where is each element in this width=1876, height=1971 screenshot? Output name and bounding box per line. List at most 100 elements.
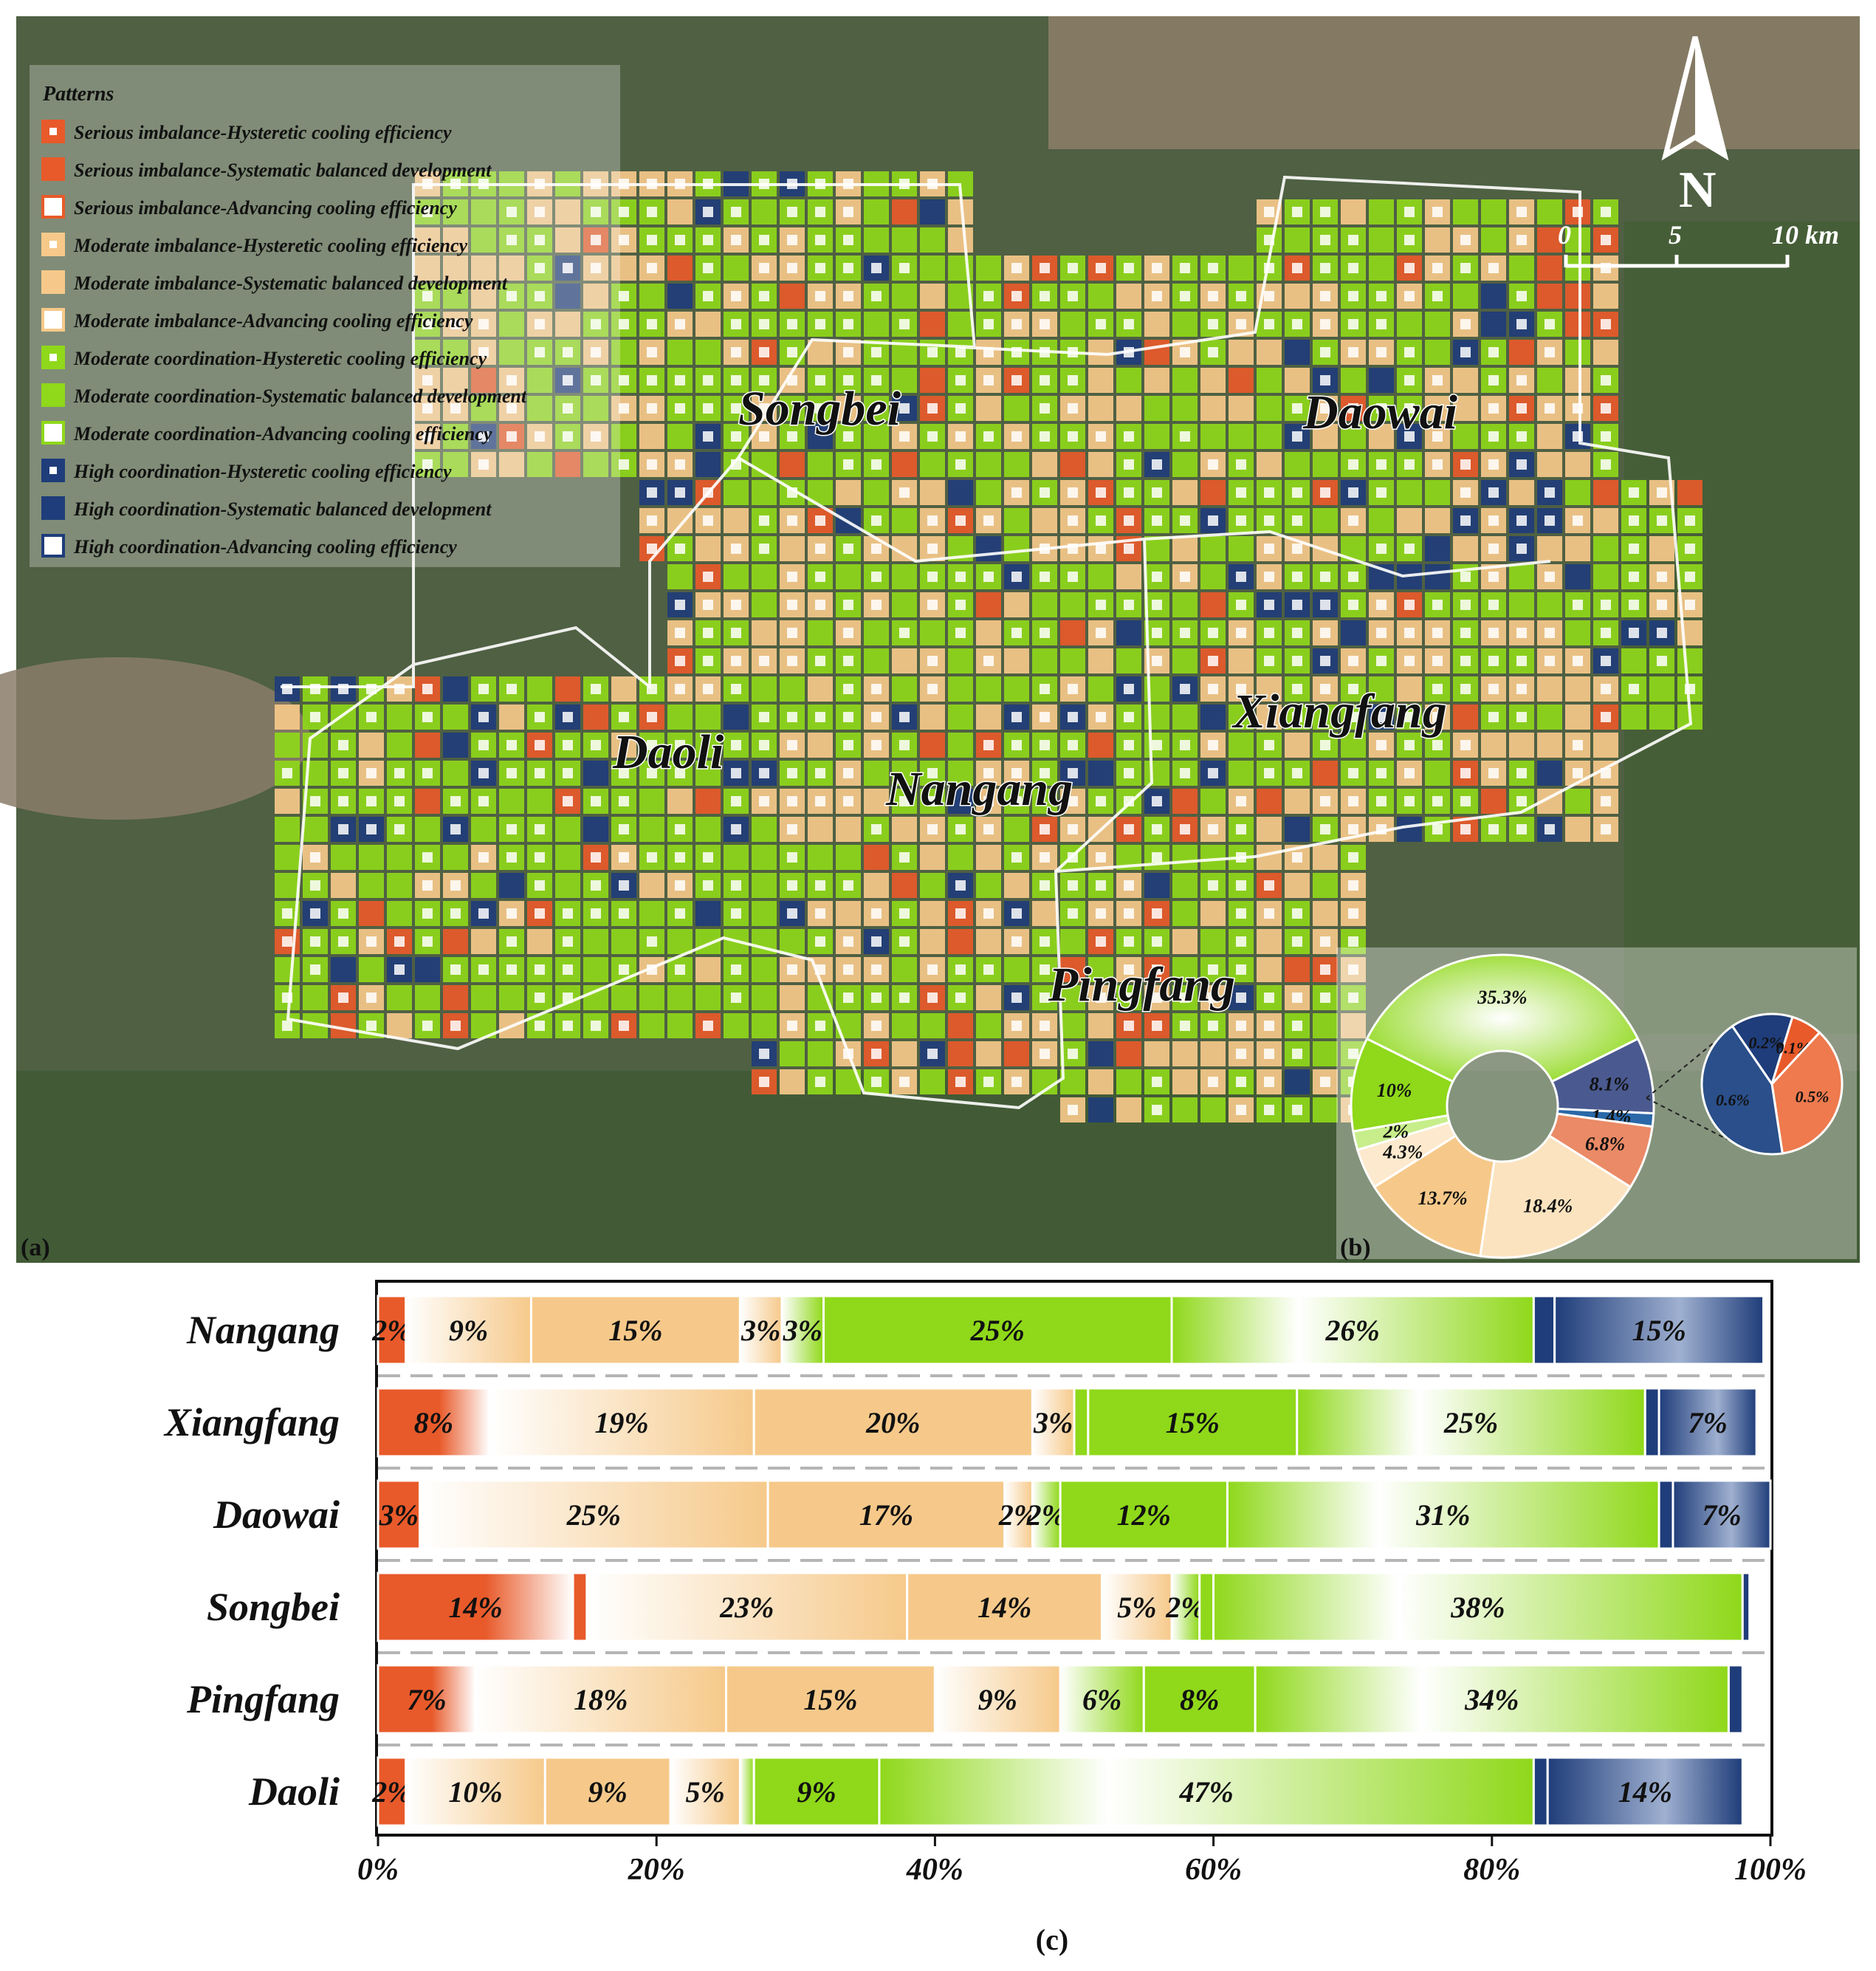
map-cell (471, 284, 496, 309)
map-cell (920, 368, 945, 393)
legend-item-label: Moderate coordination-Advancing cooling … (73, 423, 492, 445)
map-cell-dot (815, 291, 825, 301)
map-cell-dot (563, 908, 573, 919)
legend-swatch-dot (49, 241, 57, 248)
map-cell (639, 284, 664, 309)
map-cell (1032, 452, 1057, 477)
map-cell-dot (1432, 628, 1443, 638)
map-cell (499, 452, 524, 477)
map-cell-dot (927, 993, 938, 1003)
map-cell-dot (927, 964, 938, 975)
map-cell (976, 452, 1001, 477)
map-cell-dot (478, 908, 489, 919)
map-cell-dot (815, 1021, 825, 1031)
map-cell (1593, 284, 1618, 309)
map-cell-dot (619, 375, 629, 385)
map-cell-dot (1152, 1021, 1162, 1031)
map-cell-dot (1040, 740, 1050, 750)
donut-panel: 35.3%8.1%1.4%6.8%18.4%13.7%4.3%2%10% 0.2… (1336, 947, 1857, 1261)
bar-value-label: 17% (859, 1498, 913, 1532)
map-cell (1509, 564, 1534, 589)
map-cell-dot (675, 459, 685, 470)
map-cell (527, 676, 552, 702)
map-cell (387, 705, 412, 730)
map-cell-dot (1488, 375, 1499, 385)
map-cell-dot (1292, 1105, 1302, 1115)
map-cell (1425, 508, 1450, 533)
map-cell-dot (1124, 768, 1134, 778)
legend-swatch (41, 496, 65, 520)
map-cell-dot (1460, 824, 1471, 834)
x-tick-label: 100% (1734, 1853, 1807, 1887)
bar-segment (1741, 1571, 1751, 1642)
map-cell-dot (1348, 515, 1358, 526)
map-cell (275, 733, 300, 758)
map-cell-dot (731, 291, 741, 301)
map-cell-dot (1152, 824, 1162, 834)
map-cell-dot (871, 263, 882, 273)
map-cell (948, 705, 973, 730)
map-cell-dot (1320, 684, 1330, 694)
map-cell-dot (647, 403, 657, 414)
map-cell-dot (815, 515, 825, 526)
map-cell-dot (1096, 600, 1106, 610)
map-cell (1565, 564, 1590, 589)
map-cell-dot (1657, 628, 1667, 638)
map-cell (1397, 508, 1422, 533)
map-cell-dot (1096, 993, 1106, 1003)
map-cell-dot (1096, 712, 1106, 722)
map-cell-dot (955, 993, 966, 1003)
map-cell-dot (1404, 403, 1415, 414)
map-cell-dot (647, 207, 657, 217)
map-cell (695, 789, 721, 814)
map-cell (1453, 536, 1478, 561)
map-cell (836, 901, 861, 926)
map-cell (864, 620, 889, 645)
map-cell-dot (1348, 768, 1358, 778)
map-cell-dot (450, 796, 461, 806)
map-cell-dot (1180, 431, 1190, 442)
map-cell (864, 873, 889, 898)
map-cell-dot (843, 993, 853, 1003)
map-cell-dot (591, 740, 601, 750)
map-cell (1537, 368, 1562, 393)
map-cell-dot (815, 375, 825, 385)
map-cell-dot (366, 993, 377, 1003)
map-cell (1565, 368, 1590, 393)
map-cell (555, 845, 580, 870)
category-label: Daoli (248, 1769, 340, 1814)
map-cell-dot (1208, 459, 1218, 470)
map-cell-dot (1376, 347, 1387, 357)
map-cell-dot (478, 740, 489, 750)
x-tick-label: 40% (906, 1853, 963, 1887)
map-cell-dot (731, 740, 741, 750)
map-cell-dot (1011, 291, 1022, 301)
map-cell (920, 284, 945, 309)
map-cell-dot (1180, 740, 1190, 750)
map-cell-dot (563, 740, 573, 750)
map-cell (724, 508, 749, 533)
bar-value-label: 47% (1179, 1775, 1234, 1809)
map-cell-dot (871, 403, 882, 414)
bar-segment (1059, 1664, 1145, 1735)
map-cell-dot (506, 936, 517, 947)
map-cell (1088, 284, 1113, 309)
map-cell-dot (647, 263, 657, 273)
map-cell (1313, 845, 1338, 870)
map-cell-dot (1180, 291, 1190, 301)
map-cell (583, 284, 608, 309)
legend-swatch (41, 233, 65, 256)
map-cell-dot (871, 459, 882, 470)
map-cell-dot (1068, 572, 1078, 582)
map-cell (1200, 368, 1226, 393)
map-cell-dot (563, 347, 573, 357)
bar-value-label: 14% (448, 1591, 502, 1624)
map-cell (1116, 368, 1141, 393)
map-cell-dot (1264, 656, 1274, 666)
map-cell (752, 901, 777, 926)
map-cell (695, 957, 721, 982)
map-cell-dot (1460, 263, 1471, 273)
map-cell (695, 340, 721, 365)
map-cell-dot (1236, 1077, 1246, 1087)
map-cell-dot (1488, 544, 1499, 554)
